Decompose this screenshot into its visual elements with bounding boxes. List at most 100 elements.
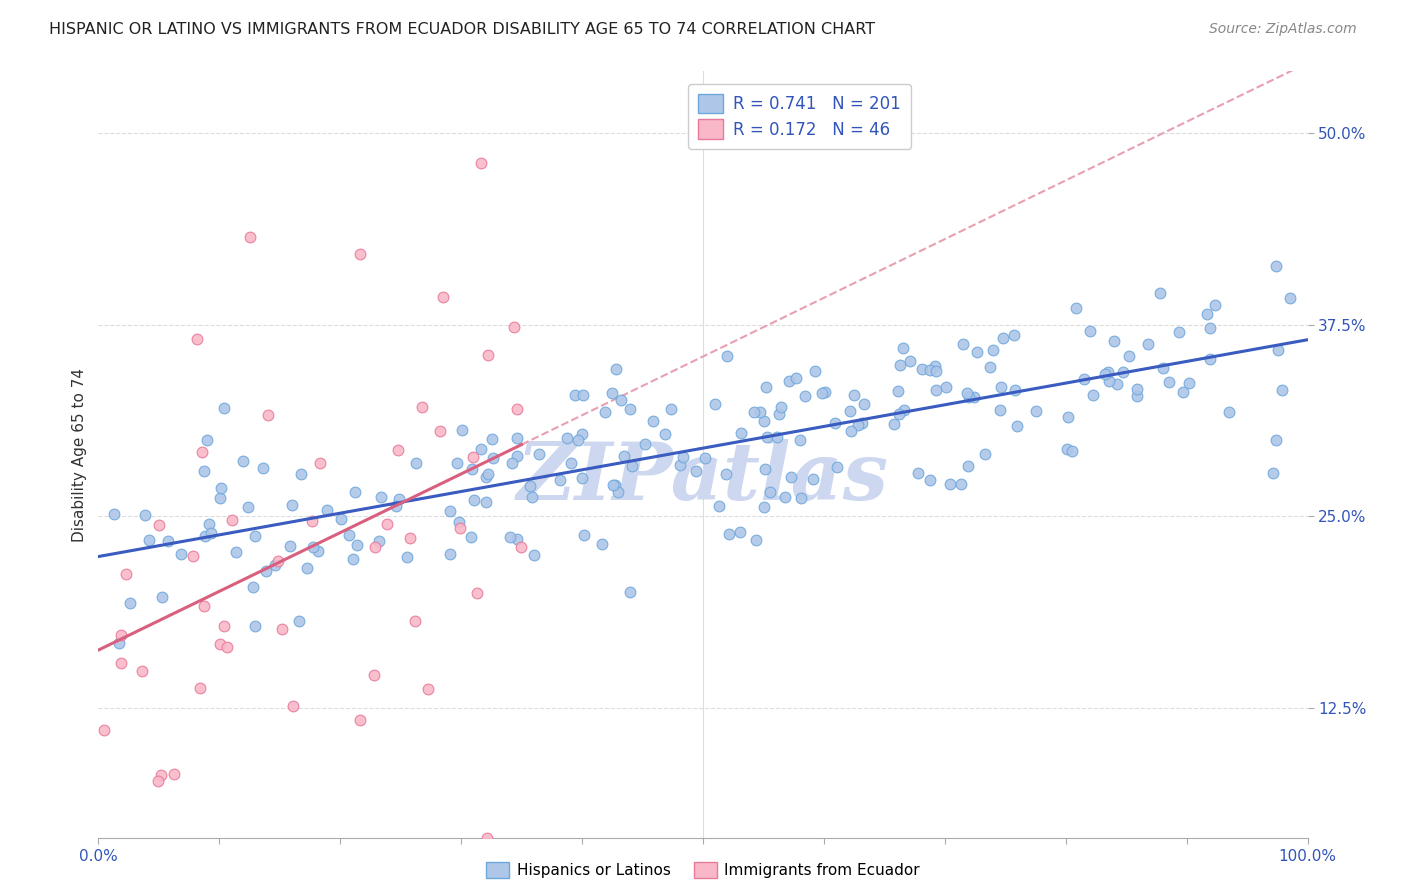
Point	[804, 364, 827, 378]
Point	[769, 400, 792, 414]
Point	[1149, 285, 1171, 300]
Point	[1198, 321, 1220, 335]
Point	[461, 450, 484, 464]
Point	[149, 768, 172, 782]
Point	[920, 473, 942, 487]
Point	[891, 342, 914, 356]
Point	[363, 668, 385, 682]
Point	[150, 590, 173, 604]
Point	[602, 478, 624, 492]
Point	[523, 549, 546, 563]
Point	[988, 403, 1011, 417]
Point	[1159, 375, 1181, 389]
Point	[411, 400, 433, 414]
Point	[343, 484, 366, 499]
Point	[387, 443, 409, 458]
Point	[388, 491, 411, 506]
Point	[567, 434, 589, 448]
Text: Source: ZipAtlas.com: Source: ZipAtlas.com	[1209, 22, 1357, 37]
Point	[368, 534, 391, 549]
Point	[1098, 374, 1121, 388]
Point	[1218, 405, 1240, 419]
Point	[315, 502, 337, 516]
Point	[449, 521, 471, 535]
Point	[186, 333, 208, 347]
Legend: Hispanics or Latinos, Immigrants from Ecuador: Hispanics or Latinos, Immigrants from Ec…	[479, 856, 927, 884]
Point	[1004, 383, 1026, 397]
Point	[974, 447, 997, 461]
Point	[1152, 361, 1174, 376]
Point	[893, 402, 915, 417]
Point	[93, 723, 115, 737]
Point	[779, 470, 801, 484]
Point	[619, 401, 641, 416]
Point	[477, 347, 499, 361]
Point	[146, 774, 169, 789]
Point	[1097, 365, 1119, 379]
Point	[225, 545, 247, 559]
Point	[898, 353, 921, 368]
Point	[1002, 327, 1025, 342]
Point	[1265, 433, 1288, 447]
Point	[846, 418, 869, 433]
Point	[416, 682, 439, 697]
Point	[157, 534, 180, 549]
Point	[190, 445, 212, 459]
Point	[506, 431, 529, 445]
Point	[1125, 383, 1147, 397]
Point	[375, 516, 398, 531]
Point	[470, 442, 492, 456]
Point	[236, 500, 259, 514]
Point	[190, 681, 212, 695]
Point	[748, 405, 770, 419]
Point	[952, 337, 974, 351]
Point	[939, 477, 962, 491]
Point	[957, 390, 980, 404]
Point	[505, 450, 527, 464]
Point	[103, 507, 125, 521]
Point	[838, 403, 860, 417]
Point	[134, 508, 156, 522]
Point	[295, 561, 318, 575]
Point	[842, 388, 865, 402]
Point	[1265, 260, 1288, 274]
Point	[1081, 387, 1104, 401]
Point	[309, 456, 332, 470]
Point	[138, 533, 160, 547]
Point	[654, 427, 676, 442]
Point	[742, 405, 765, 419]
Point	[1168, 325, 1191, 339]
Point	[619, 585, 641, 599]
Point	[887, 384, 910, 399]
Point	[1126, 389, 1149, 403]
Point	[610, 392, 633, 407]
Point	[920, 362, 942, 376]
Point	[571, 471, 593, 485]
Point	[254, 564, 277, 578]
Point	[853, 397, 876, 411]
Point	[564, 388, 586, 402]
Point	[1267, 343, 1289, 357]
Point	[754, 462, 776, 476]
Point	[404, 614, 426, 628]
Point	[759, 485, 782, 500]
Point	[446, 456, 468, 470]
Point	[278, 539, 301, 553]
Point	[607, 484, 630, 499]
Point	[245, 528, 267, 542]
Point	[714, 467, 737, 481]
Point	[349, 247, 371, 261]
Point	[993, 331, 1015, 345]
Point	[814, 384, 837, 399]
Point	[243, 619, 266, 633]
Point	[778, 374, 800, 388]
Point	[1073, 371, 1095, 385]
Point	[118, 596, 141, 610]
Point	[329, 512, 352, 526]
Point	[1198, 352, 1220, 367]
Point	[231, 454, 253, 468]
Point	[281, 498, 304, 512]
Point	[337, 528, 360, 542]
Point	[956, 459, 979, 474]
Point	[695, 451, 717, 466]
